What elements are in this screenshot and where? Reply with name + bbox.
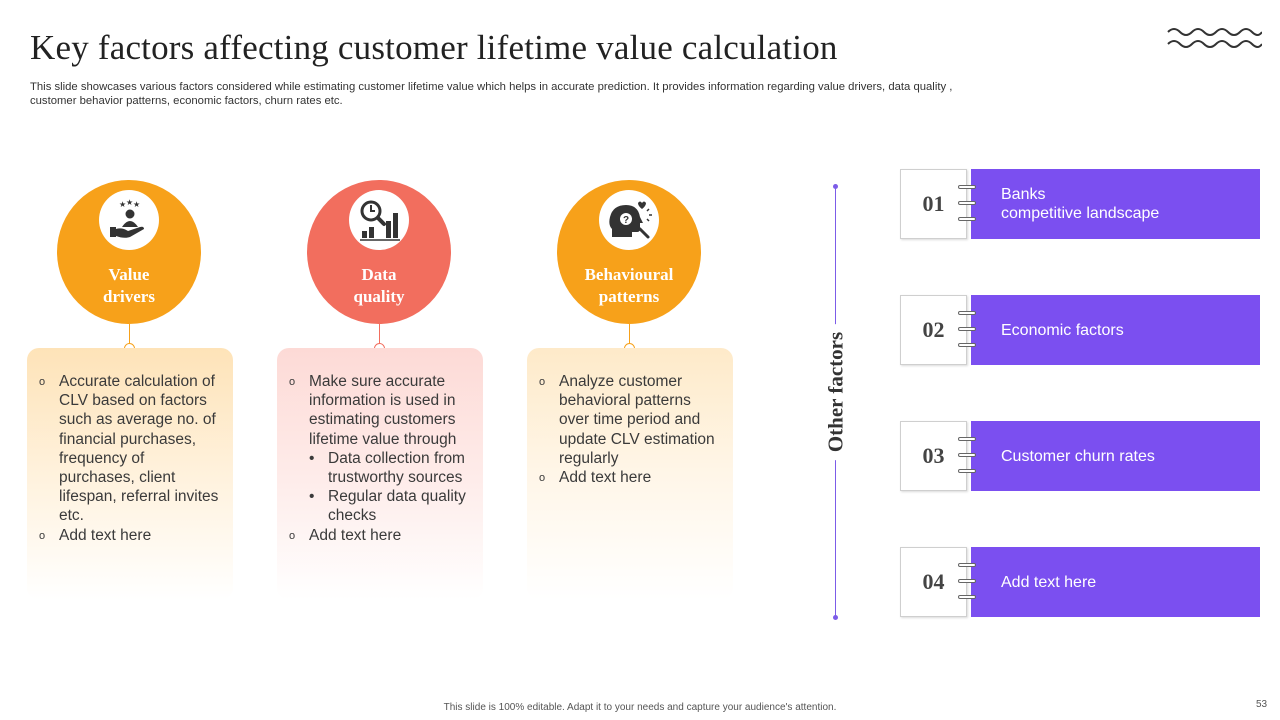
data-quality-label: Data quality [353,265,405,306]
binder-ring [958,343,976,347]
binder-ring [958,217,976,221]
slide-title: Key factors affecting customer lifetime … [30,28,838,67]
sub-list-item: • Regular data quality checks [309,488,466,525]
value-drivers-connector [129,324,130,348]
binder-ring [958,453,976,457]
binder-ring [958,579,976,583]
data-quality-card: o Make sure accurate information is used … [277,348,483,600]
factor-item-03: Customer churn rates [971,421,1260,491]
factor-number-03: 03 [900,421,967,491]
list-item: o Add text here [289,526,402,544]
behavioural-patterns-label: Behavioural patterns [584,265,674,306]
factor-number-02: 02 [900,295,967,365]
list-item: o Add text here [39,526,152,544]
timeline-bottom-dot [833,615,838,620]
factor-number-01: 01 [900,169,967,239]
binder-ring [958,185,976,189]
binder-ring [958,201,976,205]
data-quality-circle: Data quality [307,180,451,324]
binder-ring [958,595,976,599]
slide-footer: This slide is 100% editable. Adapt it to… [443,702,837,713]
value-drivers-label: Value drivers [103,265,155,306]
behavioural-patterns-card: o Analyze customer behavioral patterns ov… [527,348,733,600]
value-drivers-card: o Accurate calculation of CLV based on fa… [27,348,233,600]
svg-text:?: ? [623,215,629,226]
list-item: o Add text here [539,469,652,487]
binder-ring [958,469,976,473]
data-quality-connector [379,324,380,348]
svg-text:★: ★ [126,198,133,207]
list-item: o Analyze customer behavioral patterns ov… [539,373,715,467]
behavioural-patterns-circle: ? Behavioural patterns [557,180,701,324]
slide-subtitle: This slide showcases various factors con… [30,81,953,107]
binder-ring [958,311,976,315]
hand-star-person-icon: ★ ★ ★ [99,190,159,250]
factor-item-02: Economic factors [971,295,1260,365]
binder-ring [958,437,976,441]
magnifier-chart-icon [349,190,409,250]
svg-text:★: ★ [119,200,126,209]
factor-item-01: Banks competitive landscape [971,169,1260,239]
list-item: o Accurate calculation of CLV based on fa… [39,373,219,525]
binder-ring [958,327,976,331]
svg-text:★: ★ [133,200,140,209]
factor-item-04: Add text here [971,547,1260,617]
list-item: o Make sure accurate information is used … [289,373,457,448]
value-drivers-circle: ★ ★ ★ Value drivers [57,180,201,324]
behavioural-patterns-connector [629,324,630,348]
head-question-icon: ? [599,190,659,250]
binder-ring [958,563,976,567]
factor-number-04: 04 [900,547,967,617]
sub-list-item: • Data collection from trustworthy source… [309,449,465,487]
wave-decoration-icon [1167,28,1262,48]
other-factors-heading: Other factors [823,323,849,461]
timeline-top-dot [833,184,838,189]
page-number: 53 [1256,699,1268,710]
